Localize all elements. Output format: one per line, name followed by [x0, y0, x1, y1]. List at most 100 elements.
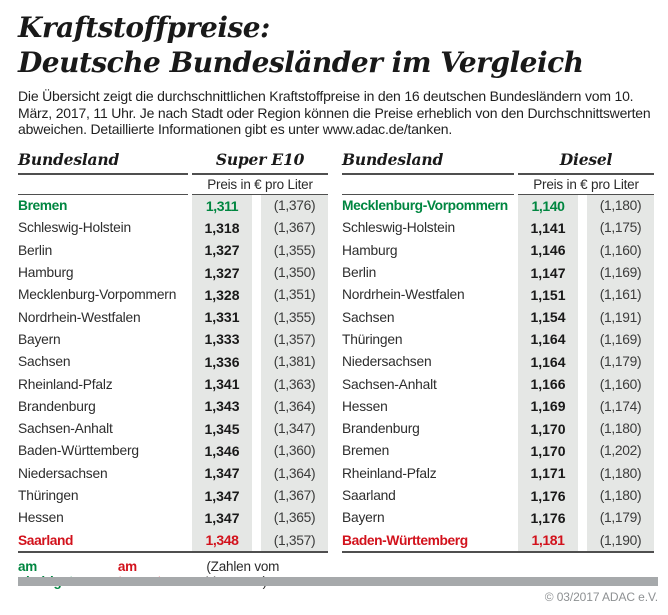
previous-month-price: (1,160) — [587, 239, 654, 262]
table-super-e10: Bundesland Super E10 Preis in € pro Lite… — [18, 150, 328, 589]
column-gap — [252, 216, 261, 240]
current-price: 1,176 — [518, 506, 578, 529]
current-price: 1,328 — [192, 283, 252, 306]
table-row: Thüringen 1,164 (1,169) — [342, 328, 654, 351]
column-gap — [578, 328, 587, 351]
table-row: Bremen 1,311 (1,376) — [18, 194, 328, 217]
table-row: Sachsen-Anhalt 1,345 (1,347) — [18, 417, 328, 440]
current-price: 1,318 — [192, 216, 252, 240]
current-price: 1,166 — [518, 372, 578, 396]
table-rows: Bremen 1,311 (1,376) Schleswig-Holstein 1,31… — [18, 194, 328, 554]
previous-month-price: (1,350) — [261, 261, 328, 284]
column-gap — [578, 395, 587, 418]
current-price: 1,348 — [192, 528, 252, 552]
table-row: Mecklenburg-Vorpommern 1,328 (1,351) — [18, 283, 328, 306]
table-row: Brandenburg 1,170 (1,180) — [342, 417, 654, 440]
current-price: 1,311 — [192, 194, 252, 217]
current-price: 1,345 — [192, 417, 252, 440]
table-subheader: Preis in € pro Liter — [18, 175, 328, 195]
table-diesel: Bundesland Diesel Preis in € pro Liter M… — [342, 150, 654, 590]
state-name: Bayern — [342, 510, 385, 526]
column-gap — [252, 372, 261, 396]
current-price: 1,164 — [518, 328, 578, 351]
table-row: Bremen 1,170 (1,202) — [342, 439, 654, 463]
previous-month-price: (1,179) — [587, 506, 654, 529]
state-name: Hamburg — [342, 242, 398, 258]
table-row: Berlin 1,327 (1,355) — [18, 239, 328, 262]
state-name: Nordrhein-Westfalen — [18, 309, 141, 325]
column-gap — [578, 506, 587, 529]
previous-month-price: (1,169) — [587, 328, 654, 351]
tables-container: Bundesland Super E10 Preis in € pro Lite… — [18, 150, 654, 590]
previous-month-price: (1,355) — [261, 239, 328, 262]
state-name: Hessen — [342, 398, 388, 414]
previous-month-price: (1,191) — [587, 305, 654, 329]
previous-month-price: (1,180) — [587, 462, 654, 485]
state-name: Hessen — [18, 510, 64, 526]
previous-month-price: (1,180) — [587, 194, 654, 217]
table-row: Brandenburg 1,343 (1,364) — [18, 395, 328, 418]
footer-bar — [18, 577, 658, 586]
table-row: Sachsen-Anhalt 1,166 (1,160) — [342, 372, 654, 396]
table-row: Saarland 1,348 (1,357) — [18, 528, 328, 552]
previous-month-price: (1,360) — [261, 439, 328, 463]
previous-month-price: (1,180) — [587, 484, 654, 507]
column-header-bundesland: Bundesland — [18, 150, 188, 175]
current-price: 1,169 — [518, 395, 578, 418]
column-gap — [578, 216, 587, 240]
state-name: Mecklenburg-Vorpommern — [342, 198, 508, 214]
column-gap — [252, 328, 261, 351]
previous-month-price: (1,363) — [261, 372, 328, 396]
current-price: 1,331 — [192, 305, 252, 329]
page-title-line2: Deutsche Bundesländer im Vergleich — [18, 46, 584, 79]
column-gap — [252, 194, 261, 217]
current-price: 1,341 — [192, 372, 252, 396]
previous-month-price: (1,174) — [587, 395, 654, 418]
previous-month-price: (1,381) — [261, 350, 328, 373]
state-name: Schleswig-Holstein — [18, 220, 131, 236]
previous-month-price: (1,367) — [261, 216, 328, 240]
state-name: Schleswig-Holstein — [342, 220, 455, 236]
state-name: Berlin — [18, 242, 53, 258]
state-name: Niedersachsen — [18, 465, 108, 481]
column-gap — [252, 462, 261, 485]
column-gap — [252, 395, 261, 418]
table-row: Baden-Württemberg 1,181 (1,190) — [342, 528, 654, 552]
current-price: 1,327 — [192, 261, 252, 284]
column-header-fuel: Diesel — [518, 150, 654, 175]
unit-label: Preis in € pro Liter — [518, 175, 654, 195]
page-title: Kraftstoffpreise: Deutsche Bundesländer i… — [18, 10, 654, 80]
state-name: Sachsen-Anhalt — [342, 376, 437, 392]
column-gap — [252, 261, 261, 284]
table-row: Berlin 1,147 (1,169) — [342, 261, 654, 284]
previous-month-price: (1,202) — [587, 439, 654, 463]
column-gap — [578, 417, 587, 440]
state-name: Sachsen-Anhalt — [18, 421, 113, 437]
current-price: 1,164 — [518, 350, 578, 373]
current-price: 1,343 — [192, 395, 252, 418]
state-name: Sachsen — [342, 309, 395, 325]
current-price: 1,170 — [518, 417, 578, 440]
column-gap — [252, 283, 261, 306]
table-row: Hamburg 1,327 (1,350) — [18, 261, 328, 284]
column-gap — [578, 194, 587, 217]
state-name: Thüringen — [18, 488, 79, 503]
current-price: 1,347 — [192, 484, 252, 507]
previous-month-price: (1,364) — [261, 395, 328, 418]
state-name: Rheinland-Pfalz — [342, 465, 437, 481]
state-name: Saarland — [18, 532, 74, 548]
table-header: Bundesland Super E10 — [18, 150, 328, 175]
table-row: Mecklenburg-Vorpommern 1,140 (1,180) — [342, 194, 654, 217]
intro-text: Die Übersicht zeigt die durchschnittlich… — [18, 88, 651, 137]
previous-month-price: (1,357) — [261, 328, 328, 351]
previous-month-price: (1,179) — [587, 350, 654, 373]
current-price: 1,151 — [518, 283, 578, 306]
current-price: 1,333 — [192, 328, 252, 351]
unit-label: Preis in € pro Liter — [192, 175, 328, 195]
subheader-spacer — [18, 175, 188, 195]
column-gap — [578, 305, 587, 329]
column-gap — [578, 528, 587, 552]
current-price: 1,346 — [192, 439, 252, 463]
current-price: 1,141 — [518, 216, 578, 240]
previous-month-price: (1,355) — [261, 305, 328, 329]
